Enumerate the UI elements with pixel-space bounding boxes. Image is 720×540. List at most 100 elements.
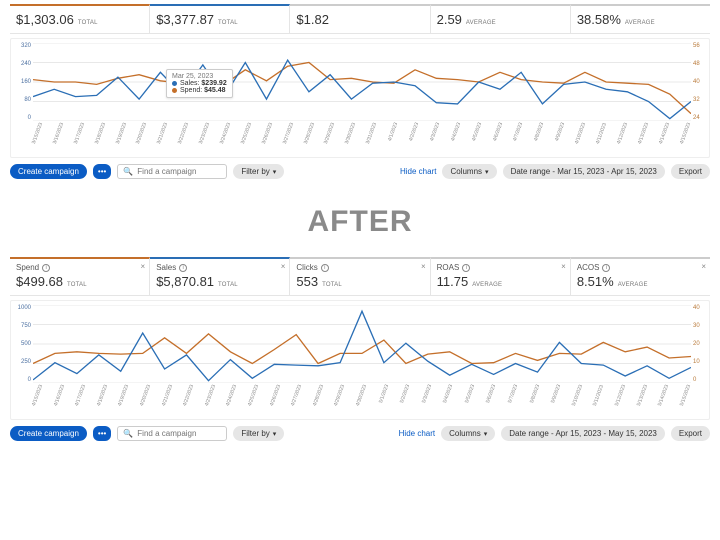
campaign-search[interactable]: 🔍 — [117, 426, 227, 441]
before-left-axis: 320240160800 — [13, 43, 31, 121]
metric-value: 553 — [296, 274, 318, 289]
date-range-button[interactable]: Date range - Apr 15, 2023 - May 15, 2023 — [501, 426, 665, 441]
tooltip-value: $239.92 — [201, 80, 226, 87]
axis-tick: 0 — [13, 115, 31, 121]
x-axis-tick: 4/24/2023 — [223, 384, 243, 416]
after-chart-svg — [33, 305, 691, 383]
x-axis-tick: 4/4/2023 — [446, 122, 466, 154]
metric-card[interactable]: 2.59 AVERAGE — [431, 4, 571, 33]
export-button[interactable]: Export — [671, 164, 710, 179]
info-icon[interactable]: i — [321, 264, 329, 272]
close-icon[interactable]: × — [421, 262, 426, 271]
divider-title: AFTER — [0, 187, 720, 253]
filter-by-button[interactable]: Filter by ▾ — [233, 164, 284, 179]
export-button[interactable]: Export — [671, 426, 710, 441]
metric-card[interactable]: $1.82 — [290, 4, 430, 33]
x-axis-tick: 3/26/2023 — [258, 122, 278, 154]
after-section: Spend i×$499.68TOTALSales i×$5,870.81TOT… — [0, 253, 720, 449]
chart-series — [33, 334, 691, 364]
axis-tick: 0 — [13, 377, 31, 383]
metric-card[interactable]: Spend i× $499.68TOTAL — [10, 257, 150, 295]
close-icon[interactable]: × — [281, 262, 286, 271]
x-axis-tick: 4/28/2023 — [309, 384, 329, 416]
x-axis-tick: 4/23/2023 — [201, 384, 221, 416]
before-chart-svg — [33, 43, 691, 121]
x-axis-tick: 5/10/2023 — [568, 384, 588, 416]
metric-card[interactable]: Clicks i×553TOTAL — [290, 257, 430, 295]
more-button[interactable]: ••• — [93, 426, 111, 441]
axis-tick: 0 — [693, 377, 707, 383]
x-axis-tick: 4/13/2023 — [634, 122, 654, 154]
metric-sub: AVERAGE — [466, 20, 496, 26]
create-campaign-button[interactable]: Create campaign — [10, 164, 87, 179]
metric-value: $1.82 — [296, 12, 329, 27]
x-axis-tick: 5/3/2023 — [417, 384, 437, 416]
info-icon[interactable]: i — [179, 264, 187, 272]
metric-value-row: $5,870.81TOTAL — [156, 274, 283, 289]
chevron-down-icon: ▾ — [273, 430, 277, 438]
search-icon: 🔍 — [123, 167, 133, 176]
columns-button[interactable]: Columns ▾ — [441, 426, 495, 441]
x-axis-tick: 4/2/2023 — [404, 122, 424, 154]
x-axis-tick: 5/5/2023 — [460, 384, 480, 416]
metric-card[interactable]: ROAS i×11.75AVERAGE — [431, 257, 571, 295]
x-axis-tick: 4/30/2023 — [352, 384, 372, 416]
axis-tick: 250 — [13, 359, 31, 365]
metric-title: Spend i — [16, 263, 143, 272]
x-axis-tick: 3/29/2023 — [321, 122, 341, 154]
metric-value: $3,377.87 — [156, 12, 214, 27]
close-icon[interactable]: × — [701, 262, 706, 271]
close-icon[interactable]: × — [561, 262, 566, 271]
close-icon[interactable]: × — [141, 262, 146, 271]
axis-tick: 750 — [13, 323, 31, 329]
tooltip-dot — [172, 88, 177, 93]
metric-card[interactable]: $1,303.06TOTAL — [10, 4, 150, 33]
axis-tick: 20 — [693, 341, 707, 347]
date-range-button[interactable]: Date range - Mar 15, 2023 - Apr 15, 2023 — [503, 164, 665, 179]
metric-value-row: 2.59 AVERAGE — [437, 12, 564, 27]
x-axis-tick: 5/12/2023 — [611, 384, 631, 416]
metric-value: 2.59 — [437, 12, 462, 27]
x-axis-tick: 4/1/2023 — [383, 122, 403, 154]
after-toolbar: Create campaign ••• 🔍 Filter by ▾ Hide c… — [10, 420, 710, 445]
axis-tick: 24 — [693, 115, 707, 121]
x-axis-tick: 3/15/2023 — [28, 122, 48, 154]
x-axis-tick: 5/1/2023 — [374, 384, 394, 416]
search-icon: 🔍 — [123, 429, 133, 438]
x-axis-tick: 5/6/2023 — [482, 384, 502, 416]
metric-card[interactable]: 38.58%AVERAGE — [571, 4, 710, 33]
hide-chart-link[interactable]: Hide chart — [400, 167, 436, 176]
x-axis-tick: 4/14/2023 — [655, 122, 675, 154]
info-icon[interactable]: i — [462, 264, 470, 272]
info-icon[interactable]: i — [602, 264, 610, 272]
chevron-down-icon: ▾ — [485, 168, 489, 176]
more-button[interactable]: ••• — [93, 164, 111, 179]
x-axis-tick: 3/27/2023 — [279, 122, 299, 154]
metric-sub: TOTAL — [218, 20, 238, 26]
x-axis-tick: 4/19/2023 — [115, 384, 135, 416]
search-input[interactable] — [137, 429, 217, 438]
search-input[interactable] — [137, 167, 217, 176]
campaign-search[interactable]: 🔍 — [117, 164, 227, 179]
x-axis-tick: 4/18/2023 — [93, 384, 113, 416]
x-axis-tick: 3/16/2023 — [49, 122, 69, 154]
tooltip-row: Sales: $239.92 — [172, 80, 227, 87]
metric-card[interactable]: ACOS i×8.51%AVERAGE — [571, 257, 710, 295]
metric-card[interactable]: Sales i×$5,870.81TOTAL — [150, 257, 290, 295]
x-axis-tick: 3/25/2023 — [237, 122, 257, 154]
x-axis-tick: 5/15/2023 — [676, 384, 696, 416]
metric-sub: AVERAGE — [472, 282, 502, 288]
filter-by-button[interactable]: Filter by ▾ — [233, 426, 284, 441]
axis-tick: 1000 — [13, 305, 31, 311]
columns-button[interactable]: Columns ▾ — [442, 164, 496, 179]
hide-chart-link[interactable]: Hide chart — [399, 429, 435, 438]
metric-value-row: $499.68TOTAL — [16, 274, 143, 289]
axis-tick: 160 — [13, 79, 31, 85]
metric-card[interactable]: $3,377.87 TOTAL — [150, 4, 290, 33]
create-campaign-button[interactable]: Create campaign — [10, 426, 87, 441]
before-metrics-row: $1,303.06TOTAL $3,377.87 TOTAL $1.82 2.59 AVE… — [10, 4, 710, 34]
chart-series — [33, 60, 691, 119]
x-axis-tick: 4/26/2023 — [266, 384, 286, 416]
info-icon[interactable]: i — [42, 264, 50, 272]
x-axis-tick: 5/7/2023 — [503, 384, 523, 416]
